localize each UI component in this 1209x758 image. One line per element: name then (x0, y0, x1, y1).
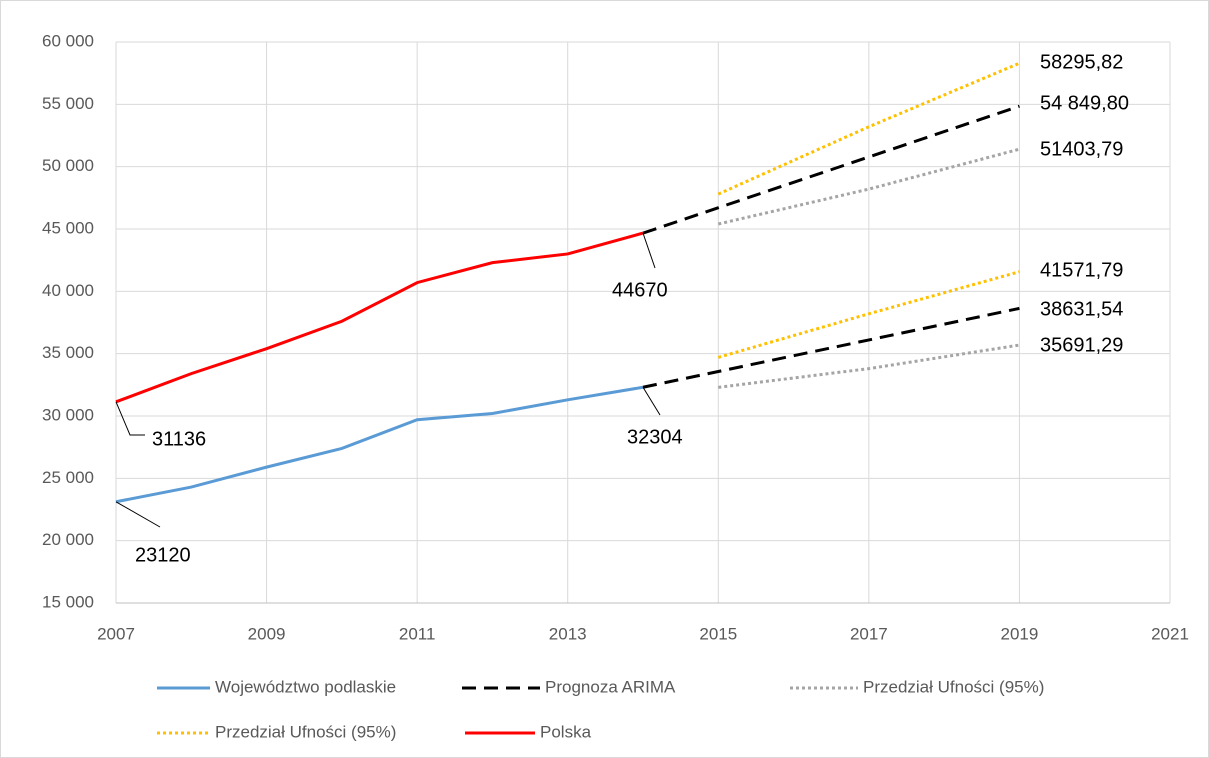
x-tick-label: 2015 (699, 624, 737, 643)
y-tick-label: 20 000 (42, 530, 94, 549)
legend-label: Polska (540, 722, 592, 741)
y-tick-label: 40 000 (42, 281, 94, 300)
data-label: 54 849,80 (1040, 92, 1129, 114)
data-label: 32304 (627, 426, 683, 448)
x-tick-label: 2021 (1151, 624, 1189, 643)
series-line (115, 385, 644, 504)
y-tick-label: 30 000 (42, 405, 94, 424)
data-label: 51403,79 (1040, 138, 1123, 160)
data-label: 58295,82 (1040, 51, 1123, 73)
x-tick-label: 2013 (549, 624, 587, 643)
series-line (642, 306, 1020, 389)
data-label: 23120 (135, 544, 191, 566)
leader-line (642, 387, 661, 416)
data-label: 31136 (152, 428, 206, 450)
x-tick-label: 2009 (248, 624, 286, 643)
data-label: 38631,54 (1040, 298, 1123, 320)
y-tick-label: 60 000 (42, 31, 94, 50)
series-line (718, 343, 1020, 389)
series-line (717, 147, 1020, 226)
y-tick-label: 35 000 (42, 343, 94, 362)
x-tick-label: 2017 (850, 624, 888, 643)
y-tick-label: 50 000 (42, 156, 94, 175)
leader-line (115, 401, 145, 436)
y-tick-label: 45 000 (42, 218, 94, 237)
series-line (717, 270, 1020, 359)
leader-line (115, 501, 161, 528)
y-tick-label: 25 000 (42, 468, 94, 487)
series-line (642, 104, 1020, 235)
legend-label: Przedział Ufności (95%) (215, 722, 396, 741)
legend-label: Przedział Ufności (95%) (863, 677, 1044, 696)
legend-label: Województwo podlaskie (215, 677, 396, 696)
data-label: 35691,29 (1040, 334, 1123, 356)
data-label: 41571,79 (1040, 259, 1123, 281)
leader-line (642, 232, 656, 269)
series-line (717, 61, 1021, 196)
x-tick-label: 2011 (399, 624, 436, 643)
x-tick-label: 2019 (1001, 624, 1039, 643)
y-tick-label: 55 000 (42, 94, 94, 113)
x-tick-label: 2007 (97, 624, 135, 643)
legend-label: Prognoza ARIMA (545, 677, 676, 696)
y-tick-label: 15 000 (42, 592, 94, 611)
data-label: 44670 (612, 279, 668, 301)
series-line (115, 231, 644, 404)
